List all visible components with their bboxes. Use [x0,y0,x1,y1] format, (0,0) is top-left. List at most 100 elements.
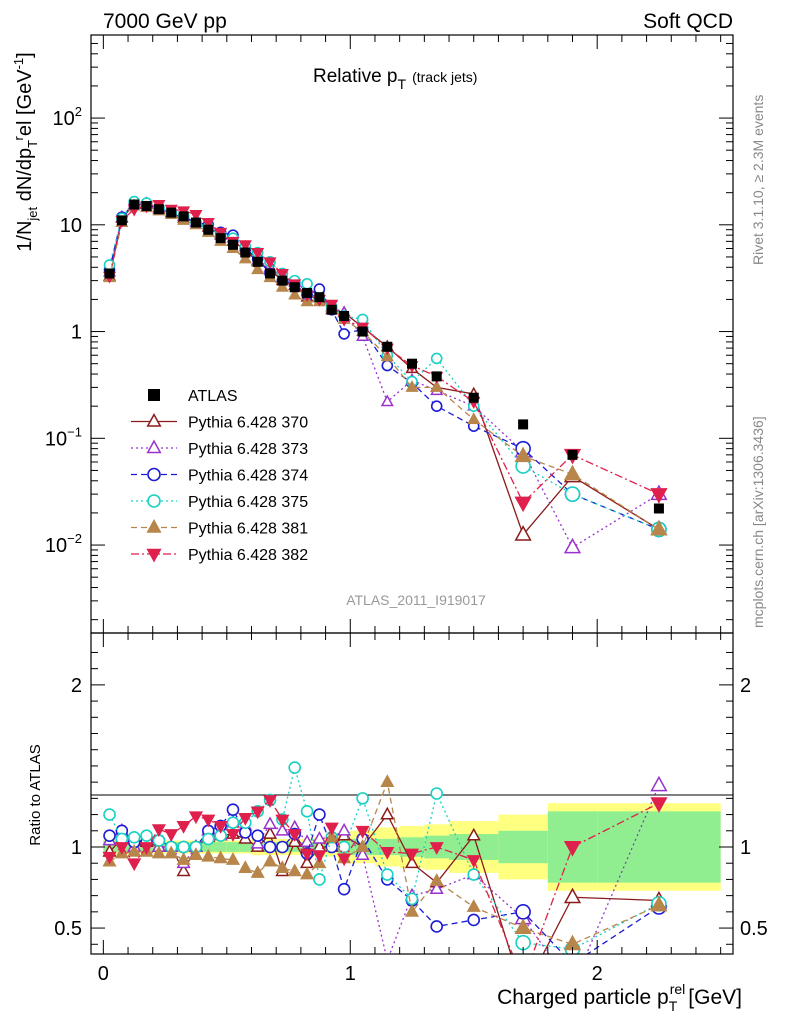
point-ATLAS [382,341,393,352]
ratio-line-p382 [109,798,660,954]
point-p381 [251,262,265,275]
ratio-point-p381 [650,895,668,912]
ratio-point-p375 [300,805,314,818]
ratio-y-tick-label-left: 1 [71,837,82,859]
beam-label: 7000 GeV pp [103,10,227,33]
point-p381 [238,251,252,264]
point-ATLAS [153,204,164,215]
ratio-y-tick-label-left: 2 [71,675,82,697]
ratio-point-p382 [300,848,315,862]
legend-label: Pythia 6.428 375 [188,494,308,511]
legend-marker [148,389,160,401]
ratio-point-p374 [226,803,240,817]
ratio-point-p375 [381,868,394,881]
legend: ATLAS Pythia 6.428 370 Pythia 6.428 373 Pyt… [131,388,308,564]
point-p373 [563,537,582,554]
ratio-y-tick-label-right: 0.5 [740,918,768,940]
series-line-p370 [108,203,660,536]
ratio-point-p381 [404,903,420,917]
point-p382 [251,248,265,260]
point-ATLAS [357,326,368,337]
point-p375 [301,278,313,290]
point-ATLAS [178,211,189,222]
ratio-point-p370 [176,863,191,877]
ratio-point-p382 [312,850,327,863]
ratio-point-p374 [276,840,289,854]
point-p382 [514,496,532,513]
analysis-id: ATLAS_2011_I919017 [346,592,486,608]
ratio-point-p382 [213,821,228,834]
point-ATLAS [468,392,479,403]
legend-item-ATLAS: ATLAS [148,388,238,405]
ratio-point-p382 [188,811,203,825]
ratio-point-p370 [466,827,481,841]
point-ATLAS [116,215,127,226]
mcplots-credit: mcplots.cern.ch [arXiv:1306.3436] [750,416,766,628]
ratio-series-p381 [102,774,668,951]
ratio-point-p382 [404,848,420,862]
ratio-point-p382 [164,829,179,842]
point-ATLAS [252,256,263,267]
point-ATLAS [407,358,417,369]
main-plot-frame [90,34,734,634]
ratio-point-p374 [430,920,443,933]
ratio-point-p373 [262,816,278,830]
ratio-point-p373 [275,822,290,836]
point-p382 [201,218,215,230]
point-p382 [650,488,668,504]
x-tick-label: 0 [98,963,109,985]
ratio-point-p381 [188,847,203,860]
ratio-point-p375 [103,808,116,821]
point-p381 [380,349,394,362]
point-ATLAS [227,239,238,250]
ratio-point-p382 [429,842,444,855]
legend-label: Pythia 6.428 382 [188,547,308,564]
point-ATLAS [653,503,664,514]
ratio-point-p381 [164,845,179,859]
legend-marker [147,467,161,482]
process-label: Soft QCD [643,10,733,33]
ratio-point-p375 [356,792,369,805]
plot-title: Relative pT (track jets) [313,66,477,92]
ratio-point-p373 [429,881,444,895]
point-ATLAS [339,310,350,321]
legend-item-p374: Pythia 6.428 374 [131,468,308,485]
ratio-point-p382 [380,846,395,860]
point-p381 [467,412,481,425]
ratio-y-axis-label: Ratio to ATLAS [27,744,44,845]
series-line-p382 [108,203,660,504]
ratio-point-p381 [355,839,370,852]
main-plot-panel: 10−2 10−1 1 10 102 [45,34,734,634]
ratio-point-p370 [380,806,395,820]
ratio-point-p373 [300,834,315,848]
ratio-plot-panel: 0.5 0.5 1 1 2 2 0 1 2 [54,632,768,985]
uncertainty-band-inner [239,842,252,852]
point-ATLAS [240,247,251,258]
ratio-point-p381 [514,918,532,935]
ratio-point-p382 [287,829,302,842]
point-ATLAS [289,282,300,293]
ratio-point-p381 [466,899,481,912]
point-p381 [650,519,668,536]
ratio-point-p382 [275,814,290,828]
point-ATLAS [302,287,313,298]
series-p374 [103,197,667,538]
legend-item-p373: Pythia 6.428 373 [131,439,308,458]
point-p381 [288,287,302,300]
ratio-point-p381 [300,866,315,880]
ratio-point-p382 [151,824,166,838]
ratio-point-p382 [176,821,191,834]
legend-marker [147,494,161,508]
legend-item-p375: Pythia 6.428 375 [131,494,308,511]
point-p375 [564,486,581,502]
ratio-point-p375 [201,832,215,846]
y-tick-label: 10−1 [45,424,82,450]
point-p373 [380,394,394,407]
ratio-point-p381 [201,848,216,862]
series-line-p381 [108,205,660,530]
x-tick-label: 1 [345,963,356,985]
uncertainty-band-inner [214,842,227,852]
point-p381 [563,464,582,481]
ratio-point-p374 [467,913,481,927]
ratio-point-p381 [250,865,265,878]
